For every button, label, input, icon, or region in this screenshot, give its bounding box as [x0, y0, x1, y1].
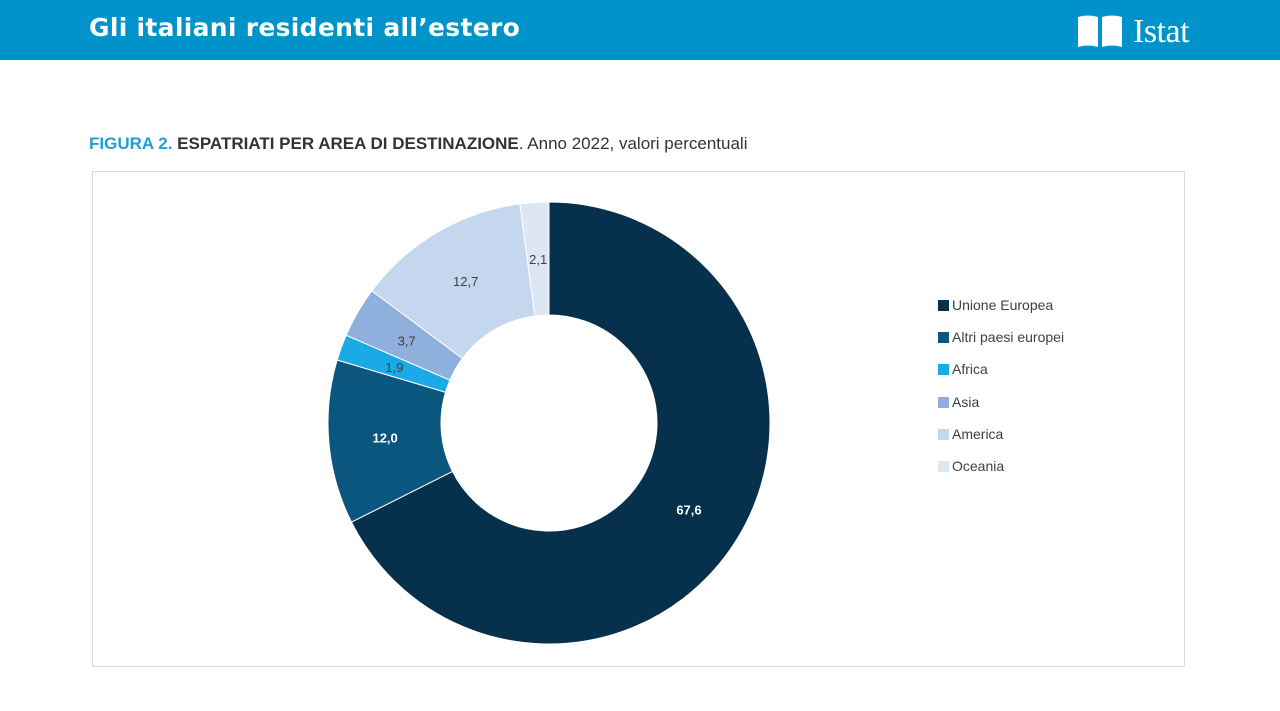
- figure-subtitle: . Anno 2022, valori percentuali: [518, 134, 748, 153]
- legend-item-asia: Asia: [938, 393, 1064, 425]
- header-bar: Gli italiani residenti all’estero Istat: [0, 0, 1280, 60]
- data-label-asia: 3,7: [398, 334, 416, 349]
- page-title: Gli italiani residenti all’estero: [89, 13, 521, 42]
- legend-item-unione-europea: Unione Europea: [938, 296, 1064, 328]
- slice-america: [371, 203, 536, 360]
- chart-legend: Unione Europea Altri paesi europei Africa A…: [938, 296, 1064, 489]
- data-label-oceania: 2,1: [529, 252, 547, 267]
- donut-slices: [327, 201, 771, 645]
- data-label-unione-europea: 67,6: [676, 502, 701, 517]
- legend-swatch: [938, 364, 949, 376]
- legend-swatch: [938, 460, 949, 472]
- slice-unione-europea: [350, 201, 771, 645]
- istat-logo: Istat: [1077, 11, 1202, 51]
- legend-label: Altri paesi europei: [952, 329, 1065, 346]
- legend-label: Africa: [952, 361, 988, 378]
- istat-logo-icon: [1078, 15, 1122, 47]
- legend-swatch: [938, 396, 949, 408]
- legend-label: Oceania: [952, 457, 1005, 474]
- legend-label: Asia: [952, 393, 980, 410]
- logo-text: Istat: [1133, 13, 1190, 50]
- legend-swatch: [938, 332, 949, 344]
- slice-oceania: [519, 201, 550, 317]
- figure-caption: FIGURA 2. ESPATRIATI PER AREA DI DESTINA…: [89, 134, 747, 154]
- legend-item-america: America: [938, 425, 1064, 457]
- legend-item-altri-paesi-europei: Altri paesi europei: [938, 328, 1064, 360]
- legend-label: Unione Europea: [952, 297, 1054, 313]
- legend-swatch: [938, 300, 949, 311]
- data-label-altri-paesi-europei: 12,0: [372, 430, 397, 445]
- chart-frame: [92, 171, 1185, 667]
- legend-swatch: [938, 428, 949, 440]
- legend-item-oceania: Oceania: [938, 457, 1064, 489]
- slice-labels: 67,6 12,0 1,9 3,7 12,7 2,1: [372, 252, 701, 518]
- data-label-africa: 1,9: [385, 360, 403, 375]
- figure-title: ESPATRIATI PER AREA DI DESTINAZIONE: [177, 134, 519, 153]
- data-label-america: 12,7: [453, 274, 478, 289]
- legend-item-africa: Africa: [938, 360, 1064, 392]
- legend-label: America: [952, 425, 1004, 442]
- figure-label: FIGURA 2.: [89, 134, 173, 153]
